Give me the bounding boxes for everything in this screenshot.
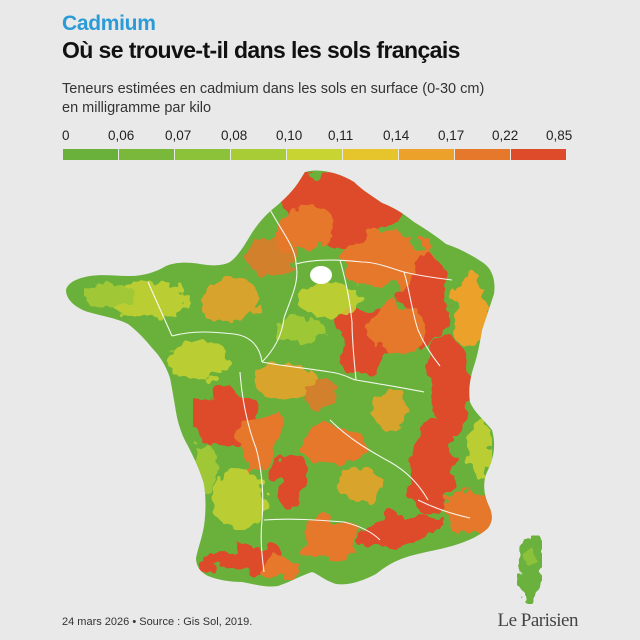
source-note: 24 mars 2026 • Source : Gis Sol, 2019. — [62, 616, 253, 628]
legend-swatch — [455, 149, 510, 160]
legend-swatch — [343, 149, 398, 160]
legend-label: 0,22 — [492, 128, 519, 143]
legend-label: 0 — [62, 128, 70, 143]
legend-swatch — [63, 149, 118, 160]
legend-swatch — [119, 149, 174, 160]
kicker: Cadmium — [62, 12, 156, 35]
paris-area — [310, 266, 332, 284]
corsica — [517, 535, 542, 604]
cadmium-map — [66, 170, 542, 604]
legend-label: 0,07 — [165, 128, 192, 143]
legend-label: 0,11 — [328, 128, 354, 143]
mainland-fill — [66, 170, 495, 587]
legend-label: 0,06 — [108, 128, 135, 143]
subtitle-line-2: en milligramme par kilo — [62, 100, 212, 116]
subtitle-line-1: Teneurs estimées en cadmium dans les sol… — [62, 81, 485, 97]
legend-swatch — [511, 149, 566, 160]
legend-label: 0,08 — [221, 128, 248, 143]
legend-label: 0,14 — [383, 128, 410, 143]
legend-label: 0,17 — [438, 128, 465, 143]
brand-logo: Le Parisien — [497, 610, 578, 631]
legend-swatch — [175, 149, 230, 160]
legend-swatch — [399, 149, 454, 160]
color-legend: 0 0,06 0,07 0,08 0,10 0,11 0,14 0,17 0,2… — [62, 128, 574, 162]
legend-label: 0,85 — [546, 128, 573, 143]
legend-swatch — [287, 149, 342, 160]
subtitle: Teneurs estimées en cadmium dans les sol… — [62, 80, 582, 118]
legend-swatch — [231, 149, 286, 160]
region-borders — [147, 205, 471, 573]
page-title: Où se trouve-t-il dans les sols français — [62, 37, 460, 63]
legend-label: 0,10 — [276, 128, 303, 143]
